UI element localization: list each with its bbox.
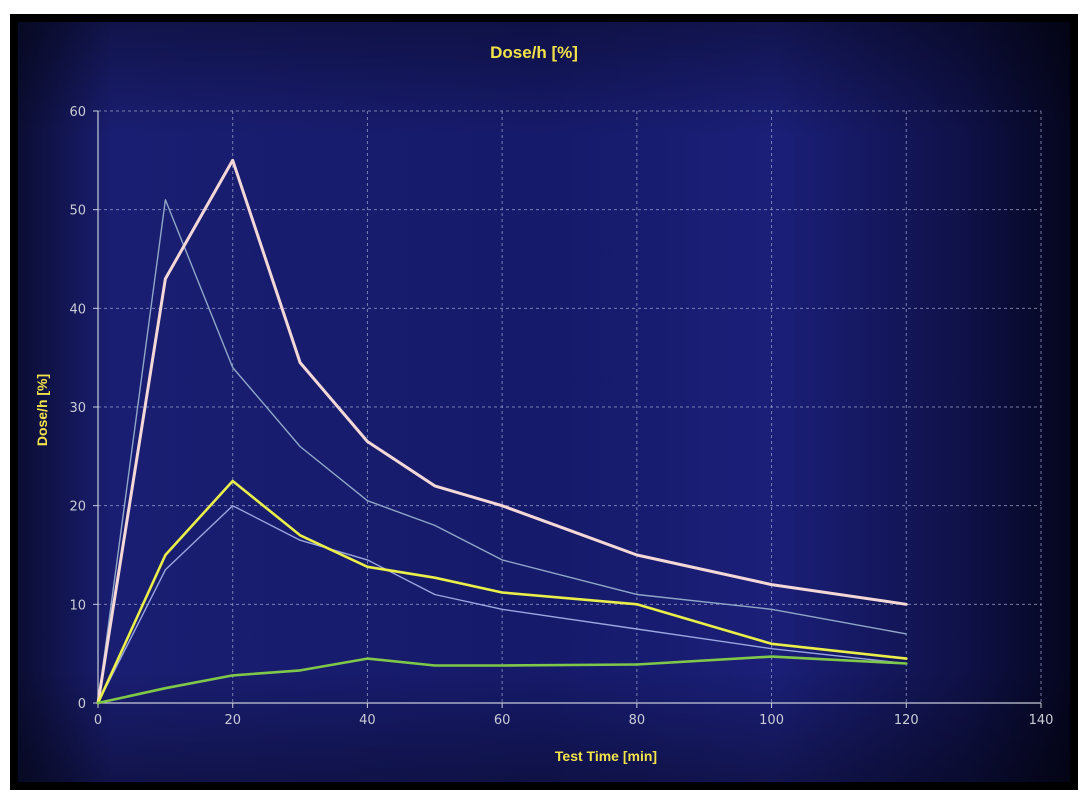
y-tick-label: 0 <box>78 697 86 712</box>
line-chart: Dose/h [%] 0 20 40 60 80 100 120 140 0 10 20 30 40 5… <box>18 22 1070 782</box>
y-tick-label: 30 <box>69 401 86 416</box>
y-tick-label: 20 <box>69 500 86 515</box>
x-tick-label: 100 <box>759 713 784 728</box>
series-line-2 <box>97 505 907 704</box>
series-layer <box>96 158 908 705</box>
x-axis-ticks: 0 20 40 60 80 100 120 140 <box>94 703 1054 728</box>
chart-frame: Dose/h [%] 0 20 40 60 80 100 120 140 0 10 20 30 40 5… <box>10 14 1078 790</box>
x-tick-label: 20 <box>224 713 241 728</box>
chart-title: Dose/h [%] <box>490 43 578 62</box>
x-tick-label: 140 <box>1029 713 1054 728</box>
y-tick-label: 60 <box>69 105 86 120</box>
series-line-5 <box>96 655 908 705</box>
chart-background-shade <box>18 22 1070 782</box>
grid <box>98 110 1042 703</box>
y-tick-label: 40 <box>69 302 86 317</box>
y-tick-label: 10 <box>69 598 86 613</box>
series-line-3 <box>96 158 908 705</box>
x-tick-label: 80 <box>629 713 646 728</box>
y-axis-ticks: 0 10 20 30 40 50 60 <box>69 105 98 712</box>
series-line-4 <box>96 479 908 705</box>
x-axis-label: Test Time [min] <box>555 748 657 764</box>
y-tick-label: 50 <box>69 204 86 219</box>
x-tick-label: 60 <box>494 713 511 728</box>
y-axis-label: Dose/h [%] <box>34 374 50 446</box>
x-tick-label: 0 <box>94 713 102 728</box>
x-tick-label: 40 <box>359 713 376 728</box>
x-tick-label: 120 <box>894 713 919 728</box>
series-line-1 <box>97 199 907 704</box>
